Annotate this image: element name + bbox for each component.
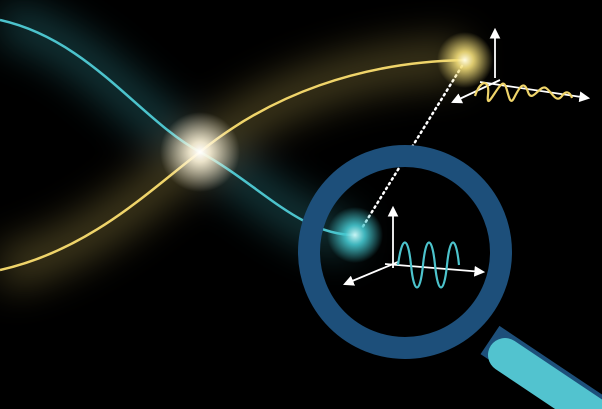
cyan-wave (396, 241, 461, 289)
cyan-glow (327, 207, 383, 263)
lens-axes (343, 205, 486, 286)
center-glow (160, 112, 240, 192)
yellow-wave (473, 82, 574, 103)
yellow-glow (437, 32, 493, 88)
magnifier (298, 145, 602, 409)
